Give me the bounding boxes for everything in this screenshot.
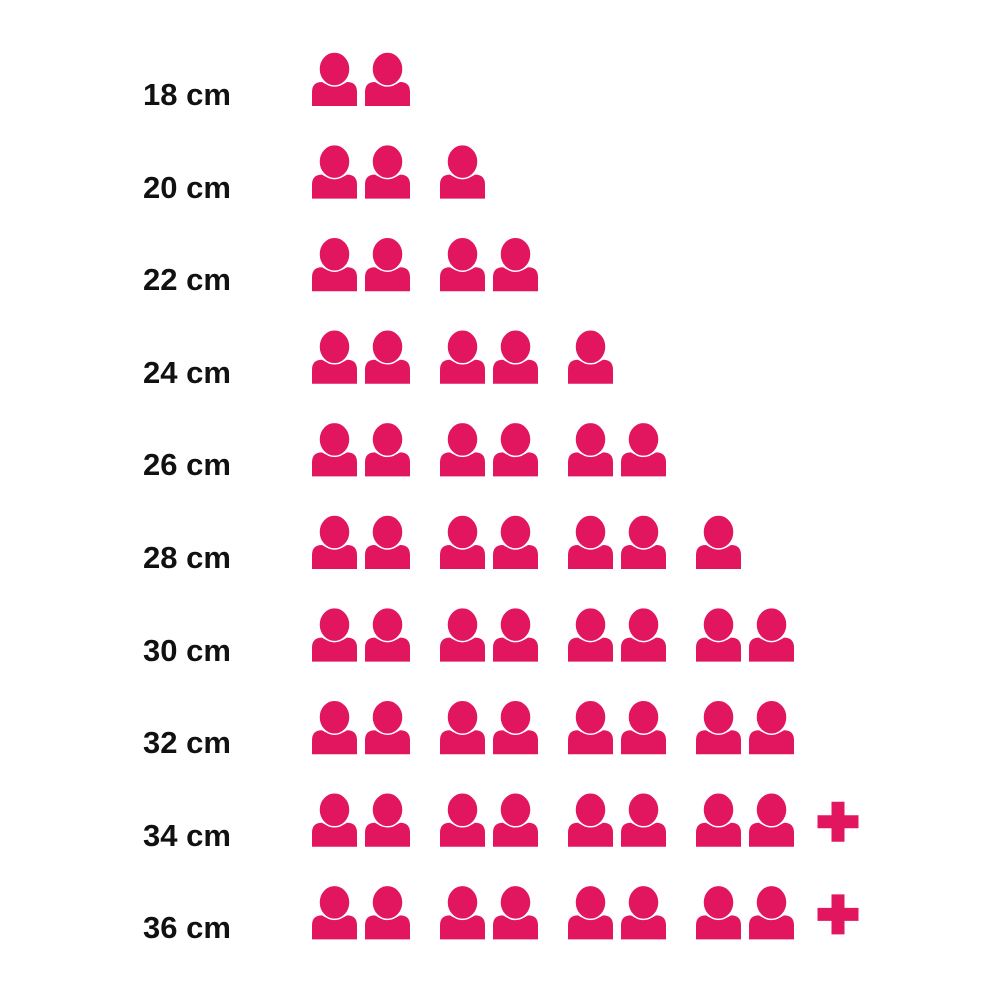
person-icon bbox=[440, 421, 485, 477]
person-icon bbox=[749, 884, 794, 940]
row-label: 30 cm bbox=[143, 632, 231, 668]
person-icon bbox=[440, 792, 485, 847]
person-icon bbox=[696, 514, 741, 569]
person-icon bbox=[365, 606, 410, 662]
person-icon bbox=[621, 884, 666, 940]
person-icon bbox=[493, 236, 538, 292]
person-icon bbox=[621, 699, 666, 755]
person-icon bbox=[365, 329, 410, 384]
person-icon bbox=[365, 514, 410, 569]
person-icon bbox=[365, 699, 410, 755]
person-icon bbox=[621, 421, 666, 477]
person-icon bbox=[749, 606, 794, 662]
person-icon bbox=[493, 792, 538, 847]
row-label: 18 cm bbox=[143, 77, 231, 112]
person-icon bbox=[749, 792, 794, 847]
plus-icon bbox=[817, 801, 859, 842]
person-icon bbox=[365, 884, 410, 940]
person-icon bbox=[440, 606, 485, 662]
plus-icon bbox=[817, 894, 859, 935]
person-icon bbox=[440, 699, 485, 755]
person-icon bbox=[312, 143, 357, 199]
row-label: 28 cm bbox=[143, 540, 231, 575]
person-icon bbox=[312, 606, 357, 662]
person-icon bbox=[493, 421, 538, 477]
person-icon bbox=[312, 421, 357, 477]
person-icon bbox=[568, 606, 613, 662]
person-icon bbox=[621, 514, 666, 569]
row-label: 36 cm bbox=[143, 910, 231, 946]
person-icon bbox=[440, 329, 485, 384]
person-icon bbox=[749, 699, 794, 755]
person-icon bbox=[696, 699, 741, 755]
person-icon bbox=[365, 421, 410, 477]
row-label: 20 cm bbox=[143, 169, 231, 205]
person-icon bbox=[312, 51, 357, 106]
row-label: 34 cm bbox=[143, 817, 231, 853]
person-icon bbox=[312, 514, 357, 569]
person-icon bbox=[440, 514, 485, 569]
row-label: 26 cm bbox=[143, 447, 231, 483]
person-icon bbox=[696, 792, 741, 847]
person-icon bbox=[312, 884, 357, 940]
person-icon bbox=[568, 792, 613, 847]
person-icon bbox=[312, 329, 357, 384]
person-icon bbox=[568, 699, 613, 755]
person-icon bbox=[568, 329, 613, 384]
row-label: 32 cm bbox=[143, 725, 231, 761]
person-icon bbox=[365, 792, 410, 847]
person-icon bbox=[493, 606, 538, 662]
person-icon bbox=[365, 143, 410, 199]
person-icon bbox=[312, 792, 357, 847]
person-icon bbox=[568, 884, 613, 940]
person-icon bbox=[493, 514, 538, 569]
person-icon bbox=[696, 884, 741, 940]
person-icon bbox=[568, 514, 613, 569]
person-icon bbox=[440, 143, 485, 199]
person-icon bbox=[621, 792, 666, 847]
row-label: 22 cm bbox=[143, 262, 231, 298]
person-icon bbox=[440, 236, 485, 292]
person-icon bbox=[312, 236, 357, 292]
person-icon bbox=[493, 329, 538, 384]
person-icon bbox=[568, 421, 613, 477]
person-icon bbox=[493, 699, 538, 755]
person-icon bbox=[440, 884, 485, 940]
person-icon bbox=[621, 606, 666, 662]
person-icon bbox=[493, 884, 538, 940]
person-icon bbox=[696, 606, 741, 662]
person-icon bbox=[365, 51, 410, 106]
row-label: 24 cm bbox=[143, 354, 231, 390]
person-icon bbox=[312, 699, 357, 755]
person-icon bbox=[365, 236, 410, 292]
